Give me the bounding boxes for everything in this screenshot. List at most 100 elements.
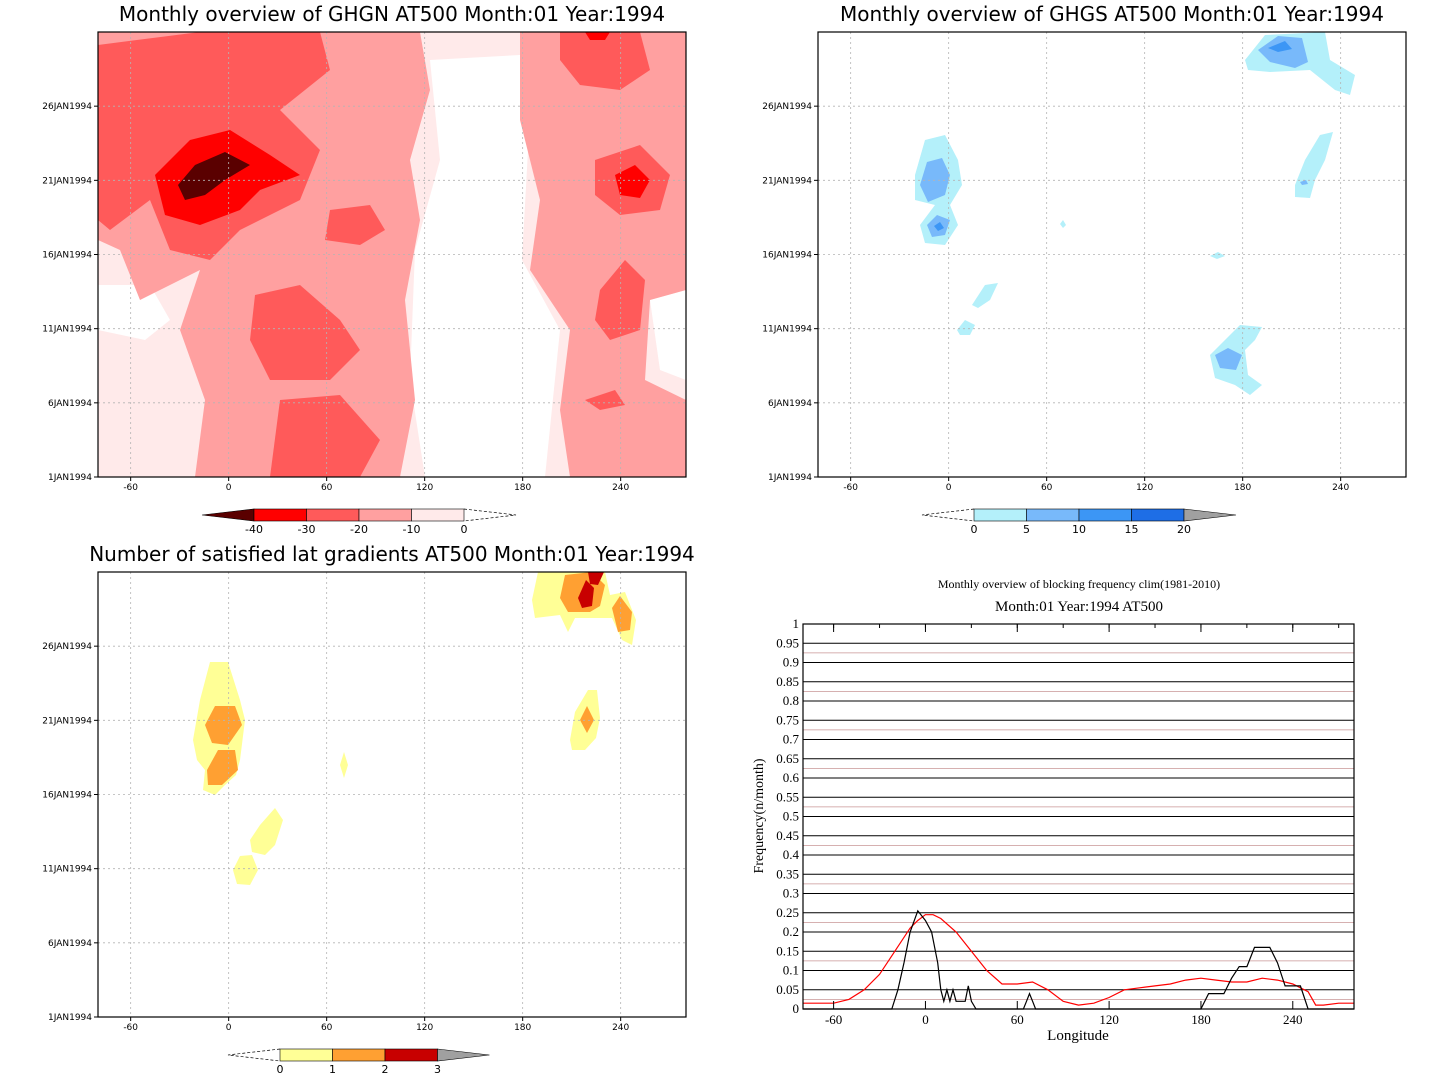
- ghgs-fill-band-10-b: [934, 222, 944, 231]
- ghgs-colorbar: 0 5 10 15 20: [921, 508, 1237, 536]
- latgrad-fill-band-0-d: [233, 855, 258, 885]
- ghgs-x-ticks: -60 0 60 120 180 240: [843, 477, 1350, 493]
- x-tick-label: 180: [514, 483, 531, 493]
- freq-x-tick-label: -60: [825, 1012, 842, 1027]
- x-tick-label: -60: [843, 483, 858, 493]
- latgrad-fill-band-0-f: [340, 752, 348, 778]
- freq-subtitle: Month:01 Year:1994 AT500: [995, 599, 1163, 615]
- colorbar-swatch: [306, 508, 360, 522]
- ghgn-fill-white-left2: [98, 285, 170, 340]
- ghgs-fill-band-5-e: [1300, 180, 1308, 185]
- freq-y-ticks: 0 0.05 0.1 0.15 0.2 0.25 0.3 0.35 0.4 0.45 0.5 0.55…: [776, 616, 799, 1016]
- x-tick-label: 0: [946, 483, 952, 493]
- x-tick-label: 60: [1041, 483, 1053, 493]
- ghgn-y-ticks: 1JAN1994 6JAN1994 11JAN1994 16JAN1994 21JAN1…: [42, 102, 98, 483]
- y-tick-label: 16JAN1994: [42, 791, 92, 801]
- freq-y-tick-label: 0.05: [776, 982, 799, 997]
- freq-y-tick-label: 0.9: [783, 655, 799, 670]
- x-tick-label: -60: [123, 1023, 138, 1033]
- x-tick-label: 240: [1332, 483, 1349, 493]
- colorbar-label: 0: [277, 1063, 284, 1076]
- freq-title: Monthly overview of blocking frequency c…: [938, 577, 1220, 591]
- latgrad-fill-band-1-c: [205, 706, 242, 745]
- freq-frame: [802, 623, 1355, 1010]
- latgrad-fill-base: [98, 572, 686, 1017]
- ghgs-panel: Monthly overview of GHGS AT500 Month:01 …: [762, 2, 1407, 536]
- colorbar-label: 2: [382, 1063, 389, 1076]
- freq-y-tick-label: 0.6: [783, 770, 800, 785]
- blocking-frequency-panel: Monthly overview of blocking frequency c…: [752, 577, 1355, 1044]
- colorbar-swatch: [411, 508, 465, 522]
- y-tick-label: 26JAN1994: [42, 642, 92, 652]
- latgrad-contours: [98, 572, 686, 1017]
- latgrad-x-ticks: -60 0 60 120 180 240: [123, 1017, 630, 1033]
- ghgn-colorbar: -40 -30 -20 -10 0: [201, 508, 517, 536]
- latgrad-colorbar: 0 1 2 3: [227, 1048, 490, 1076]
- ghgn-fill-band-20-h: [585, 390, 625, 410]
- colorbar-swatch: [973, 508, 1027, 522]
- latgrad-panel: Number of satisfied lat gradients AT500 …: [42, 542, 695, 1076]
- latgrad-gridlines: [98, 572, 686, 1017]
- colorbar-label: 5: [1023, 523, 1030, 536]
- ghgn-fill-band-30-b: [615, 165, 650, 198]
- freq-y-tick-label: 0.95: [776, 635, 799, 650]
- freq-y-tick-label: 0.85: [776, 674, 799, 689]
- x-tick-label: 0: [226, 483, 232, 493]
- freq-y-tick-label: 0.35: [776, 866, 799, 881]
- freq-y-tick-label: 0.2: [783, 924, 799, 939]
- x-tick-label: 0: [226, 1023, 232, 1033]
- y-tick-label: 11JAN1994: [42, 325, 92, 335]
- ghgn-fill-band-20-g: [595, 260, 645, 340]
- colorbar-left-dashed: [227, 1048, 281, 1062]
- ghgs-fill-band-5-a: [1258, 36, 1308, 68]
- ghgs-contours: [818, 32, 1406, 477]
- y-tick-label: 1JAN1994: [48, 1013, 92, 1023]
- freq-series-black-line: [803, 909, 1354, 1010]
- colorbar-label: 15: [1125, 523, 1139, 536]
- ghgn-panel: Monthly overview of GHGN AT500 Month:01 …: [42, 2, 687, 536]
- y-tick-label: 6JAN1994: [768, 399, 812, 409]
- freq-y-tick-label: 0.45: [776, 828, 799, 843]
- ghgn-contours: [98, 32, 686, 477]
- freq-y-tick-label: 0.1: [783, 963, 799, 978]
- latgrad-fill-band-2: [578, 580, 594, 608]
- colorbar-label: 0: [461, 523, 468, 536]
- freq-y-tick-label: 0.15: [776, 943, 799, 958]
- colorbar-swatch: [358, 508, 412, 522]
- latgrad-fill-band-1-e: [580, 706, 594, 733]
- y-tick-label: 6JAN1994: [48, 939, 92, 949]
- freq-x-tick-label: 0: [922, 1012, 929, 1027]
- ghgn-fill-white-center: [410, 55, 560, 477]
- ghgs-gridlines: [818, 32, 1406, 477]
- ghgs-fill-band-0-g: [1210, 252, 1225, 259]
- freq-x-tick-label: 240: [1283, 1012, 1303, 1027]
- ghgn-fill-band-20-e: [560, 32, 650, 90]
- colorbar-label: 3: [434, 1063, 441, 1076]
- y-tick-label: 16JAN1994: [762, 251, 812, 261]
- y-tick-label: 21JAN1994: [42, 716, 92, 726]
- ghgn-fill-white-right: [650, 290, 686, 380]
- ghgn-fill-band-20-d: [325, 205, 385, 245]
- y-tick-label: 1JAN1994: [768, 473, 812, 483]
- x-tick-label: -60: [123, 483, 138, 493]
- x-tick-label: 60: [321, 1023, 333, 1033]
- colorbar-label: 10: [1072, 523, 1086, 536]
- freq-y-tick-label: 1: [793, 616, 800, 631]
- ghgs-fill-band-10-a: [1268, 41, 1292, 52]
- freq-y-tick-label: 0.25: [776, 905, 799, 920]
- latgrad-title: Number of satisfied lat gradients AT500 …: [89, 542, 695, 566]
- y-tick-label: 11JAN1994: [762, 325, 812, 335]
- freq-ylabel: Frequency(n/month): [752, 758, 767, 873]
- colorbar-label: -20: [350, 523, 368, 536]
- freq-y-tick-label: 0.8: [783, 693, 799, 708]
- ghgn-fill-band-20-c: [270, 395, 380, 477]
- y-tick-label: 26JAN1994: [42, 102, 92, 112]
- x-tick-label: 180: [514, 1023, 531, 1033]
- freq-x-tick-label: 180: [1191, 1012, 1211, 1027]
- freq-series: [803, 909, 1354, 1010]
- freq-y-tick-label: 0.65: [776, 751, 799, 766]
- ghgs-title: Monthly overview of GHGS AT500 Month:01 …: [840, 2, 1384, 26]
- ghgs-y-ticks: 1JAN1994 6JAN1994 11JAN1994 16JAN1994 21JAN1…: [762, 102, 818, 483]
- ghgn-fill-band-40: [178, 152, 250, 200]
